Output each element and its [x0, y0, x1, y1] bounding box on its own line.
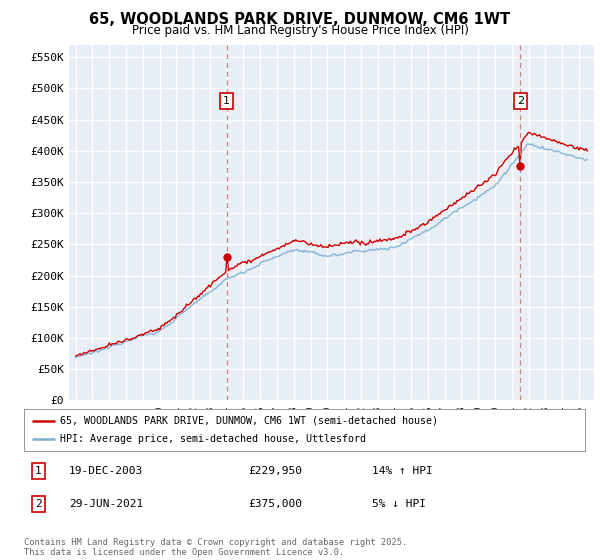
Text: HPI: Average price, semi-detached house, Uttlesford: HPI: Average price, semi-detached house,… [61, 434, 367, 444]
Text: 1: 1 [223, 96, 230, 106]
Text: Contains HM Land Registry data © Crown copyright and database right 2025.
This d: Contains HM Land Registry data © Crown c… [24, 538, 407, 557]
Text: 5% ↓ HPI: 5% ↓ HPI [372, 499, 426, 509]
Text: 2: 2 [35, 499, 41, 509]
Text: 2: 2 [517, 96, 524, 106]
Text: 14% ↑ HPI: 14% ↑ HPI [372, 466, 433, 476]
Text: £375,000: £375,000 [248, 499, 302, 509]
Text: 29-JUN-2021: 29-JUN-2021 [69, 499, 143, 509]
Text: Price paid vs. HM Land Registry's House Price Index (HPI): Price paid vs. HM Land Registry's House … [131, 24, 469, 37]
Text: 1: 1 [35, 466, 41, 476]
Text: £229,950: £229,950 [248, 466, 302, 476]
Text: 19-DEC-2003: 19-DEC-2003 [69, 466, 143, 476]
Text: 65, WOODLANDS PARK DRIVE, DUNMOW, CM6 1WT: 65, WOODLANDS PARK DRIVE, DUNMOW, CM6 1W… [89, 12, 511, 27]
Text: 65, WOODLANDS PARK DRIVE, DUNMOW, CM6 1WT (semi-detached house): 65, WOODLANDS PARK DRIVE, DUNMOW, CM6 1W… [61, 416, 439, 426]
